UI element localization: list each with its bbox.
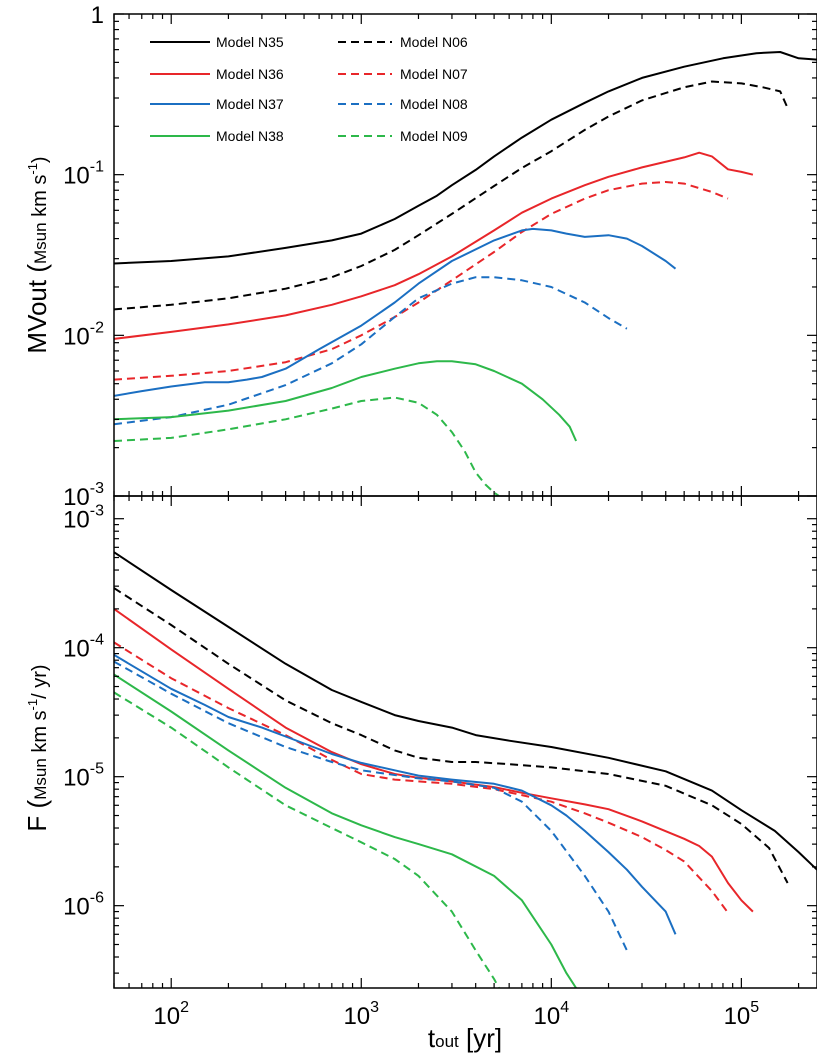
top-series-line-4	[114, 227, 677, 397]
bottom-ytick-label-1: 10-5	[63, 761, 104, 792]
top-ytick-label-exp: -2	[90, 319, 104, 336]
top-series-line-0	[114, 51, 817, 265]
legend: Model N35 Model N36 Model N37 Model N38 Mode…	[150, 34, 468, 144]
top-ytick-label-base: 1	[91, 2, 104, 29]
bottom-ytick-label-exp: -4	[90, 632, 104, 649]
bottom-ytick-label-base: 10	[63, 507, 90, 534]
bottom-ylabel-close: / yr)	[29, 664, 51, 698]
legend-label-4: Model N37	[216, 96, 284, 112]
legend-label-3: Model N07	[400, 66, 468, 82]
xtick-label-exp: 5	[750, 999, 759, 1016]
bottom-series-line-7	[114, 691, 500, 988]
xtick-label-0: 102	[153, 999, 189, 1030]
bottom-series-line-0	[114, 551, 817, 871]
bottom-ytick-label-2: 10-4	[63, 632, 104, 663]
top-ylabel: MVout (Msun km s-1)	[22, 156, 52, 353]
xtick-label-exp: 3	[370, 999, 379, 1016]
bottom-series-line-5	[114, 660, 628, 951]
bottom-series-line-4	[114, 654, 677, 935]
top-ytick-label-base: 10	[63, 323, 90, 350]
legend-label-1: Model N06	[400, 34, 468, 50]
top-series-line-5	[114, 276, 628, 426]
bottom-ytick-label-exp: -3	[90, 503, 104, 520]
top-ytick-label-base: 10	[63, 484, 90, 511]
bottom-series-line-2	[114, 608, 754, 913]
bottom-ytick-label-base: 10	[63, 765, 90, 792]
bottom-ytick-label-base: 10	[63, 636, 90, 663]
top-series-line-3	[114, 181, 729, 381]
xtick-label-3: 105	[724, 999, 760, 1030]
x-axis-label-tail: [yr]	[459, 1023, 502, 1053]
top-ytick-label-3: 1	[91, 2, 104, 29]
top-series-line-6	[114, 360, 578, 442]
bottom-ytick-label-3: 10-3	[63, 503, 104, 534]
xtick-label-base: 10	[153, 1003, 180, 1030]
top-ytick-label-0: 10-3	[63, 480, 104, 511]
legend-label-0: Model N35	[216, 34, 284, 50]
x-axis-label: tout [yr]	[428, 1023, 502, 1053]
top-series-line-1	[114, 80, 789, 311]
legend-label-5: Model N08	[400, 96, 468, 112]
top-ytick-label-base: 10	[63, 163, 90, 190]
bottom-series-line-3	[114, 641, 729, 914]
bottom-ylabel-sub: Msun	[31, 758, 50, 800]
top-ytick-label-exp: -1	[90, 159, 104, 176]
top-ylabel-sup: -1	[25, 163, 40, 175]
top-ytick-label-2: 10-1	[63, 159, 104, 190]
bottom-ylabel: F (Msun km s-1/ yr)	[22, 664, 52, 831]
xtick-label-exp: 2	[180, 999, 189, 1016]
top-ylabel-tail: km s	[29, 175, 51, 223]
xtick-label-exp: 4	[560, 999, 569, 1016]
xtick-label-base: 10	[724, 1003, 751, 1030]
top-ylabel-sub: Msun	[31, 222, 50, 264]
top-ytick-label-exp: -3	[90, 480, 104, 497]
xtick-label-base: 10	[343, 1003, 370, 1030]
x-axis-label-sub: out	[435, 1032, 459, 1051]
top-ytick-label-1: 10-2	[63, 319, 104, 350]
top-ylabel-main: MVout (	[22, 264, 52, 354]
xtick-label-2: 104	[534, 999, 570, 1030]
bottom-ytick-label-0: 10-6	[63, 890, 104, 921]
bottom-ylabel-main: F (	[22, 799, 52, 831]
bottom-plot-lines	[114, 551, 817, 988]
bottom-ytick-label-base: 10	[63, 894, 90, 921]
top-ylabel-close: )	[29, 156, 51, 163]
top-series-line-2	[114, 151, 754, 340]
legend-label-7: Model N09	[400, 128, 468, 144]
legend-label-6: Model N38	[216, 128, 284, 144]
bottom-ytick-label-exp: -5	[90, 761, 104, 778]
bottom-plot-frame	[113, 495, 817, 989]
x-axis-label-main: t	[428, 1023, 436, 1053]
bottom-series-line-1	[114, 587, 789, 884]
xtick-label-base: 10	[534, 1003, 561, 1030]
bottom-ylabel-sup: -1	[25, 699, 40, 711]
legend-label-2: Model N36	[216, 66, 284, 82]
bottom-ytick-label-exp: -6	[90, 890, 104, 907]
xtick-label-1: 103	[343, 999, 379, 1030]
bottom-series-line-6	[114, 673, 577, 988]
bottom-ylabel-tail: km s	[29, 710, 51, 758]
top-series-line-7	[114, 396, 500, 496]
top-plot-lines	[114, 51, 817, 496]
